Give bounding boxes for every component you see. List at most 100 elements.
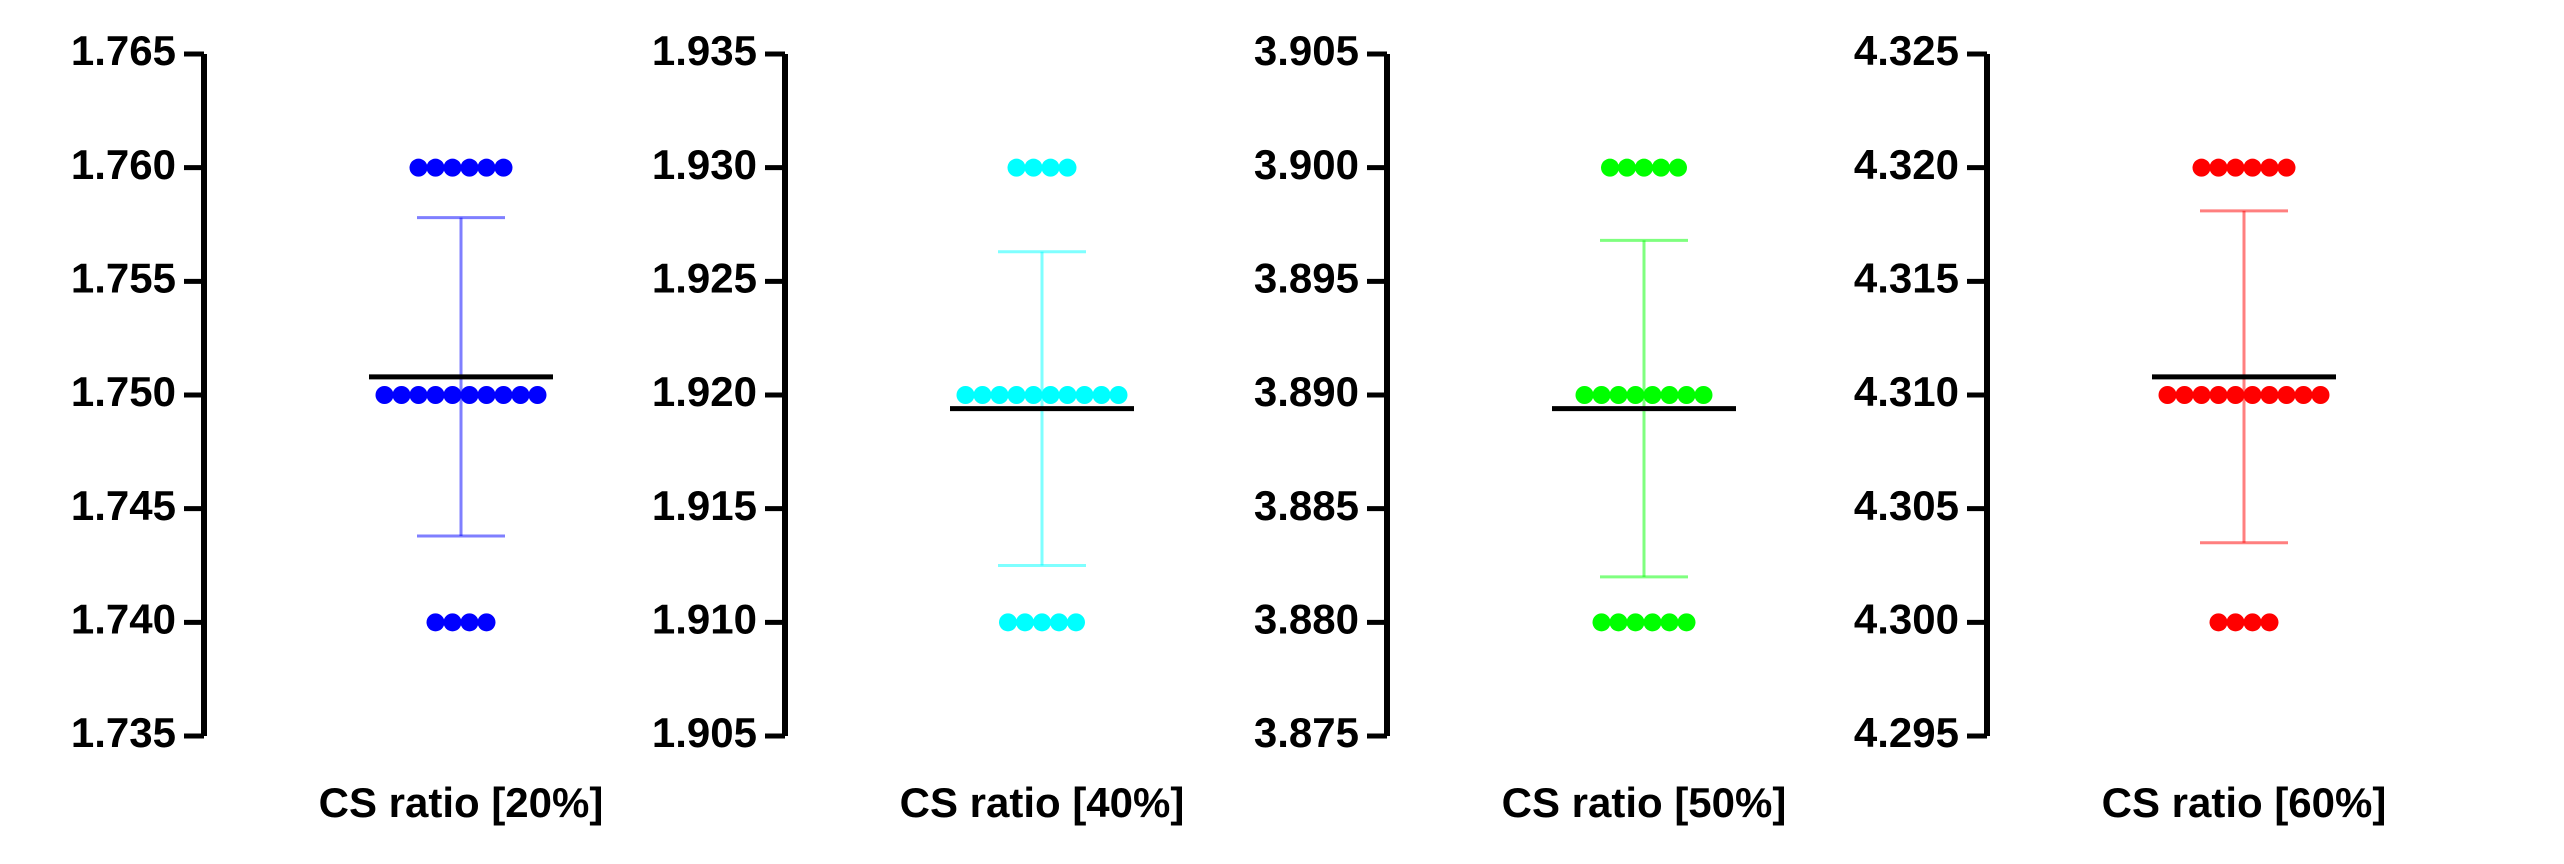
y-tick-label: 1.755: [71, 254, 176, 301]
data-point: [426, 386, 445, 404]
data-point: [528, 386, 547, 404]
data-point: [477, 613, 496, 632]
y-tick-label: 1.765: [71, 27, 176, 74]
data-point: [375, 386, 394, 404]
data-point: [1575, 386, 1594, 404]
data-point: [392, 386, 411, 404]
data-point: [999, 613, 1017, 632]
y-tick-label: 1.910: [652, 595, 757, 642]
data-point: [1092, 386, 1111, 404]
y-tick-label: 4.325: [1854, 27, 1959, 74]
data-point: [2226, 158, 2245, 177]
data-point: [2209, 386, 2228, 404]
y-tick-label: 4.310: [1854, 368, 1959, 415]
data-point: [2226, 613, 2245, 632]
data-point: [1643, 386, 1662, 404]
y-tick-label: 3.905: [1254, 27, 1359, 74]
data-point: [2243, 158, 2262, 177]
data-point: [1635, 158, 1653, 177]
y-tick-label: 3.895: [1254, 254, 1359, 301]
data-point: [1660, 613, 1679, 632]
y-tick-label: 1.905: [652, 709, 757, 756]
data-point: [2192, 158, 2211, 177]
data-point: [1643, 613, 1662, 632]
data-point: [1652, 158, 1670, 177]
data-point: [1609, 613, 1628, 632]
data-point: [973, 386, 992, 404]
data-point: [494, 158, 513, 177]
data-point: [477, 386, 496, 404]
data-point: [1626, 613, 1645, 632]
data-point: [1609, 386, 1628, 404]
y-tick-label: 4.315: [1854, 254, 1959, 301]
data-point: [409, 386, 428, 404]
data-point: [460, 613, 479, 632]
x-category-label: CS ratio [50%]: [1502, 779, 1787, 826]
data-point: [1592, 613, 1611, 632]
data-point: [426, 158, 445, 177]
y-tick-label: 1.740: [71, 595, 176, 642]
data-point: [2260, 158, 2279, 177]
y-tick-label: 1.930: [652, 141, 757, 188]
data-point: [1024, 158, 1043, 177]
y-tick-label: 1.750: [71, 368, 176, 415]
y-tick-label: 3.875: [1254, 709, 1359, 756]
y-tick-label: 4.305: [1854, 482, 1959, 529]
data-point: [1109, 386, 1128, 404]
y-tick-label: 3.885: [1254, 482, 1359, 529]
data-point: [1024, 386, 1043, 404]
data-point: [2226, 386, 2245, 404]
data-point: [2277, 158, 2296, 177]
data-point: [990, 386, 1009, 404]
data-point: [1677, 386, 1696, 404]
data-point: [2243, 386, 2262, 404]
data-point: [2209, 158, 2228, 177]
data-point: [1033, 613, 1051, 632]
y-tick-label: 3.890: [1254, 368, 1359, 415]
data-point: [1058, 386, 1077, 404]
data-point: [426, 613, 445, 632]
data-point: [2277, 386, 2296, 404]
y-tick-label: 1.915: [652, 482, 757, 529]
data-point: [1660, 386, 1679, 404]
y-tick-label: 1.760: [71, 141, 176, 188]
data-point: [443, 386, 462, 404]
data-point: [1601, 158, 1619, 177]
data-point: [2260, 613, 2279, 632]
data-point: [2311, 386, 2330, 404]
data-point: [2260, 386, 2279, 404]
data-point: [494, 386, 513, 404]
data-point: [460, 386, 479, 404]
data-point: [477, 158, 496, 177]
data-point: [443, 158, 462, 177]
data-point: [2192, 386, 2211, 404]
y-tick-label: 4.320: [1854, 141, 1959, 188]
data-point: [2294, 386, 2313, 404]
data-point: [1041, 158, 1060, 177]
x-category-label: CS ratio [20%]: [319, 779, 604, 826]
data-point: [1677, 613, 1696, 632]
data-point: [2175, 386, 2194, 404]
data-point: [1007, 158, 1026, 177]
data-point: [1694, 386, 1713, 404]
data-point: [1592, 386, 1611, 404]
data-point: [2209, 613, 2228, 632]
data-point: [460, 158, 479, 177]
data-point: [409, 158, 428, 177]
y-tick-label: 1.735: [71, 709, 176, 756]
data-point: [511, 386, 530, 404]
data-point: [2158, 386, 2177, 404]
data-point: [1007, 386, 1026, 404]
data-point: [443, 613, 462, 632]
y-tick-label: 1.745: [71, 482, 176, 529]
data-point: [1626, 386, 1645, 404]
data-point: [1041, 386, 1060, 404]
y-tick-label: 4.300: [1854, 595, 1959, 642]
y-tick-label: 1.935: [652, 27, 757, 74]
data-point: [2243, 613, 2262, 632]
data-point: [1075, 386, 1094, 404]
data-point: [1058, 158, 1077, 177]
x-category-label: CS ratio [60%]: [2102, 779, 2387, 826]
data-point: [1050, 613, 1068, 632]
